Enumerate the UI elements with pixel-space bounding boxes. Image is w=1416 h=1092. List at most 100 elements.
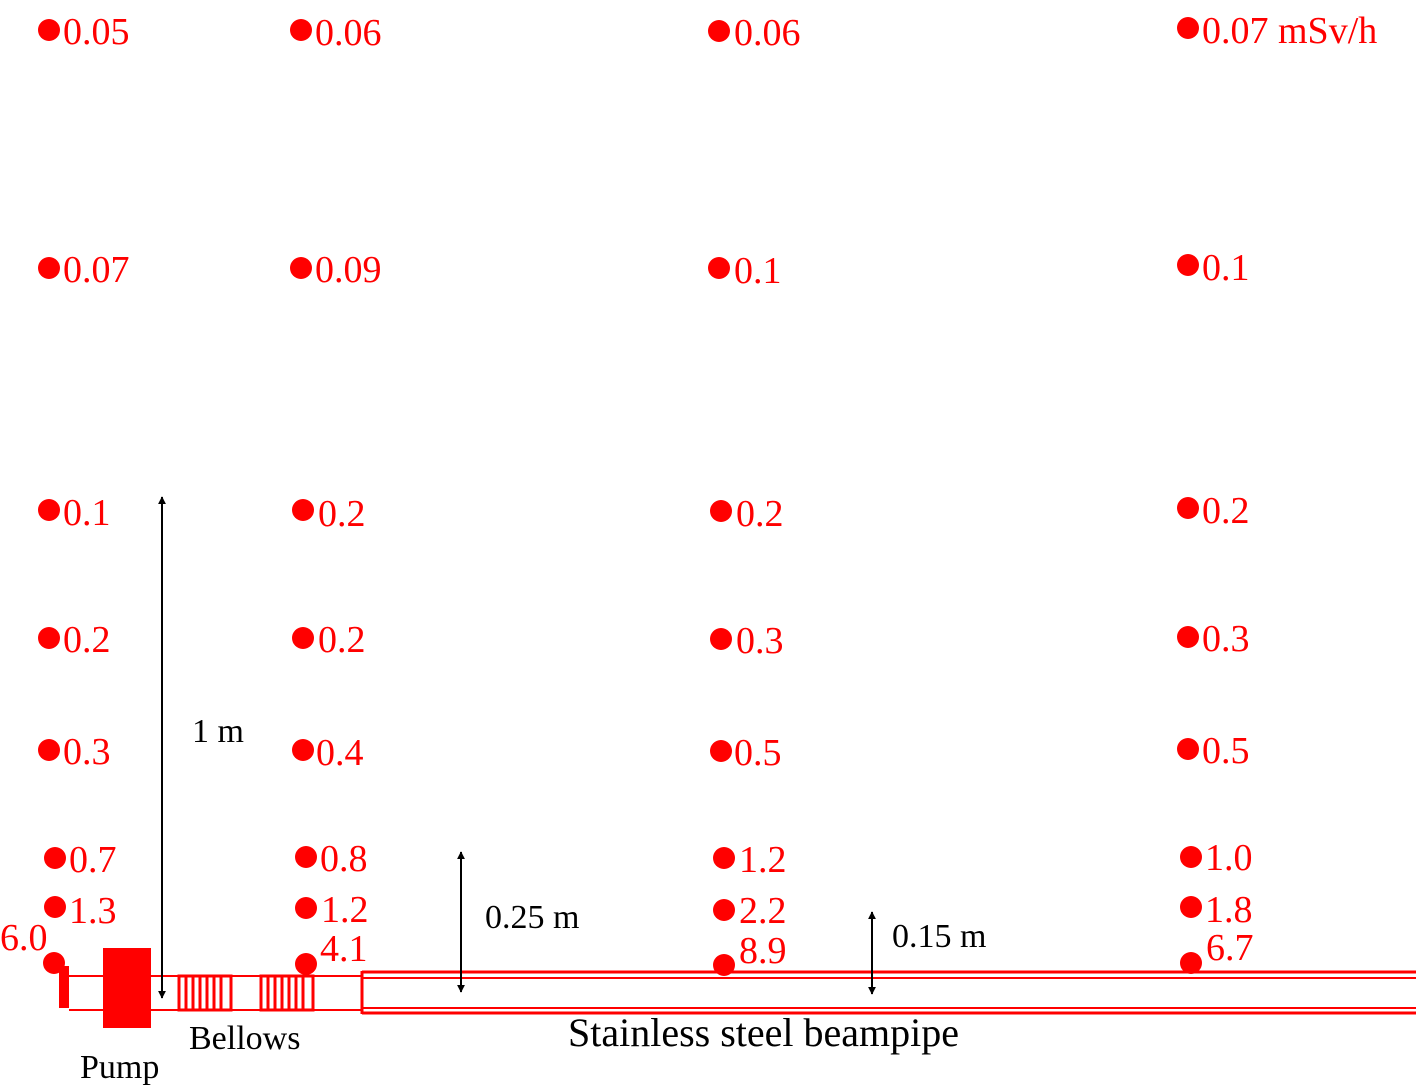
measurement-dot: [710, 740, 732, 762]
dose-rate-value: 6.0: [0, 917, 48, 959]
dose-rate-value: 0.8: [320, 838, 368, 880]
dose-rate-value: 1.2: [321, 889, 369, 931]
measurement-dot: [290, 19, 312, 41]
dose-rate-value: 0.1: [734, 250, 782, 292]
beampipe-label: Stainless steel beampipe: [568, 1010, 959, 1055]
dose-rate-value: 8.9: [739, 930, 787, 972]
dose-rate-value: 0.2: [63, 619, 111, 661]
dose-rate-value: 0.2: [736, 493, 784, 535]
measurement-dot: [38, 19, 60, 41]
measurement-dot: [38, 499, 60, 521]
measurement-points: 0.05 0.06 0.06 0.07 mSv/h 0.07 0.09 0.1 0.1 0.1 0…: [0, 10, 1377, 976]
measurement-dot: [1180, 846, 1202, 868]
dose-rate-value: 4.1: [320, 928, 368, 970]
stainless-beampipe: [360, 970, 1416, 1015]
bellows-2: [259, 974, 315, 1012]
measurement-point: 0.2: [292, 619, 366, 661]
measurement-dot: [708, 257, 730, 279]
measurement-dot: [1177, 497, 1199, 519]
measurement-point: 1.2: [713, 839, 787, 881]
measurement-dot: [38, 739, 60, 761]
measurement-point: 0.06: [290, 12, 382, 54]
measurement-dot: [295, 953, 317, 975]
measurement-dot: [292, 739, 314, 761]
measurement-point: 0.2: [1177, 490, 1250, 532]
pump-body: [103, 948, 151, 1028]
bellows-pipe: [151, 975, 362, 1011]
measurement-point: 0.4: [292, 732, 364, 774]
dose-rate-value: 0.2: [318, 493, 366, 535]
dose-rate-value: 1.3: [69, 890, 117, 932]
dose-rate-value: 0.2: [1202, 490, 1250, 532]
measurement-point: 0.3: [710, 620, 784, 662]
measurement-point: 0.8: [295, 838, 368, 880]
measurement-point: 6.7: [1180, 927, 1254, 974]
measurement-point: 1.2: [295, 889, 369, 931]
measurement-point: 0.2: [710, 493, 784, 535]
measurement-dot: [38, 257, 60, 279]
dose-rate-value: 0.4: [316, 732, 364, 774]
measurement-dot: [295, 897, 317, 919]
bellows-label: Bellows: [189, 1020, 300, 1057]
measurement-point: 0.1: [1177, 247, 1250, 289]
measurement-dot: [1180, 952, 1202, 974]
beamline: [59, 948, 1416, 1028]
measurement-point: 0.05: [38, 11, 130, 53]
dose-rate-value: 0.06: [315, 12, 382, 54]
measurement-point: 0.06: [708, 12, 801, 54]
measurement-dot: [1177, 626, 1199, 648]
measurement-point: 6.0: [0, 917, 65, 974]
dose-rate-value: 1.8: [1205, 889, 1253, 931]
measurement-point: 0.5: [1177, 730, 1250, 772]
upstream-pipe: [69, 975, 104, 1011]
measurement-point: 0.2: [292, 493, 366, 535]
measurement-point: 0.5: [710, 732, 782, 774]
dose-rate-value: 0.1: [63, 492, 111, 534]
dimension-1m: 1 m: [158, 496, 244, 999]
dose-rate-value: 0.7: [69, 839, 117, 881]
measurement-dot: [1180, 896, 1202, 918]
pump-label: Pump: [80, 1049, 159, 1086]
dose-rate-value: 0.2: [318, 619, 366, 661]
bellows-1: [177, 974, 233, 1012]
measurement-dot: [713, 847, 735, 869]
one-meter-label: 1 m: [192, 713, 244, 750]
measurement-dot: [38, 627, 60, 649]
measurement-point: 0.1: [708, 250, 782, 292]
measurement-point: 1.0: [1180, 837, 1253, 879]
measurement-dot: [708, 20, 730, 42]
measurement-point: 0.09: [290, 249, 382, 291]
measurement-dot: [710, 628, 732, 650]
measurement-dot: [710, 500, 732, 522]
dose-rate-value: 0.3: [63, 731, 111, 773]
dose-rate-value: 0.05: [63, 11, 130, 53]
measurement-dot: [713, 954, 735, 976]
dose-rate-value: 1.2: [739, 839, 787, 881]
measurement-point: 4.1: [295, 928, 368, 975]
dose-rate-value: 1.0: [1205, 837, 1253, 879]
measurement-dot: [1177, 738, 1199, 760]
measurement-point: 0.7: [44, 839, 117, 881]
dose-rate-value: 0.07: [63, 249, 130, 291]
measurement-point: 0.1: [38, 492, 111, 534]
dimension-015m: 0.15 m: [868, 911, 986, 995]
measurement-dot: [295, 846, 317, 868]
measurement-dot: [292, 627, 314, 649]
dimension-025m: 0.25 m: [457, 851, 579, 993]
dose-rate-value: 0.06: [734, 12, 801, 54]
dose-rate-value: 0.3: [1202, 618, 1250, 660]
measurement-point: 0.2: [38, 619, 111, 661]
measurement-point: 0.07: [38, 249, 130, 291]
dose-rate-value: 0.07 mSv/h: [1202, 10, 1377, 52]
dose-rate-value: 0.5: [734, 732, 782, 774]
dose-rate-value: 6.7: [1206, 927, 1254, 969]
measurement-dot: [1177, 17, 1199, 39]
end-flange: [59, 966, 69, 1008]
measurement-point: 1.8: [1180, 889, 1253, 931]
quarter-meter-label: 0.25 m: [485, 899, 579, 936]
dose-rate-value: 0.1: [1202, 247, 1250, 289]
measurement-dot: [1177, 254, 1199, 276]
measurement-dot: [44, 847, 66, 869]
measurement-point: 2.2: [713, 890, 787, 932]
